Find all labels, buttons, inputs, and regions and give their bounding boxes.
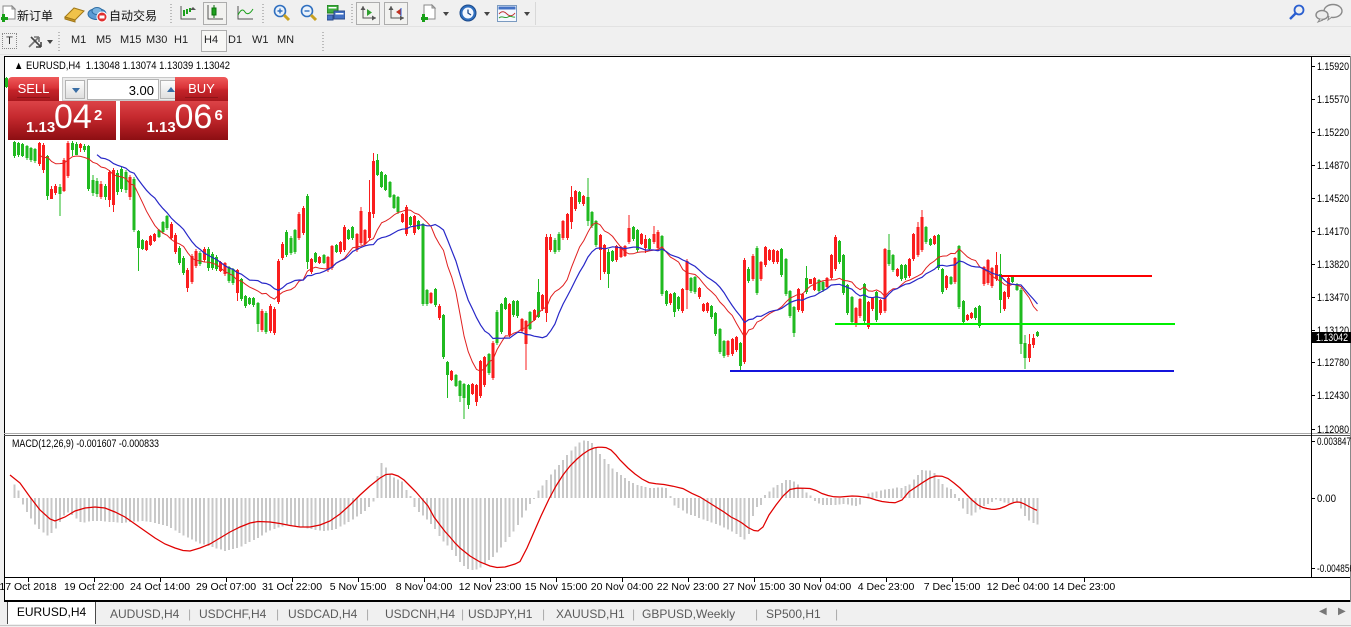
svg-text:1.12780: 1.12780	[1317, 357, 1349, 369]
svg-text:14 Dec 23:00: 14 Dec 23:00	[1053, 581, 1116, 593]
svg-text:5 Nov 15:00: 5 Nov 15:00	[330, 581, 387, 593]
svg-text:1.14870: 1.14870	[1317, 160, 1349, 172]
svg-text:0.00: 0.00	[1317, 493, 1336, 505]
svg-text:0.003847: 0.003847	[1317, 436, 1351, 448]
svg-text:1.12430: 1.12430	[1317, 390, 1349, 402]
svg-text:7 Dec 15:00: 7 Dec 15:00	[924, 581, 981, 593]
svg-text:8 Nov 04:00: 8 Nov 04:00	[396, 581, 453, 593]
svg-text:29 Oct 07:00: 29 Oct 07:00	[196, 581, 256, 593]
svg-text:30 Nov 04:00: 30 Nov 04:00	[789, 581, 852, 593]
svg-text:1.15920: 1.15920	[1317, 61, 1349, 73]
svg-text:1.14520: 1.14520	[1317, 193, 1349, 205]
svg-text:1.13820: 1.13820	[1317, 259, 1349, 271]
svg-text:15 Nov 15:00: 15 Nov 15:00	[525, 581, 588, 593]
svg-text:1.15570: 1.15570	[1317, 94, 1349, 106]
svg-text:31 Oct 22:00: 31 Oct 22:00	[262, 581, 322, 593]
svg-text:1.13042: 1.13042	[1316, 332, 1348, 344]
svg-text:MACD(12,26,9) -0.001607 -0.000: MACD(12,26,9) -0.001607 -0.000833	[12, 438, 159, 450]
svg-text:12 Dec 04:00: 12 Dec 04:00	[987, 581, 1050, 593]
svg-text:1.15220: 1.15220	[1317, 127, 1349, 139]
svg-text:1.12080: 1.12080	[1317, 424, 1349, 436]
svg-text:27 Nov 15:00: 27 Nov 15:00	[723, 581, 786, 593]
svg-text:20 Nov 04:00: 20 Nov 04:00	[591, 581, 654, 593]
svg-text:17 Oct 2018: 17 Oct 2018	[0, 581, 57, 593]
svg-text:19 Oct 22:00: 19 Oct 22:00	[64, 581, 124, 593]
svg-text:1.14170: 1.14170	[1317, 226, 1349, 238]
svg-text:12 Nov 23:00: 12 Nov 23:00	[459, 581, 522, 593]
svg-text:4 Dec 23:00: 4 Dec 23:00	[858, 581, 915, 593]
svg-text:▲ EURUSD,H4 1.13048 1.13074 1: ▲ EURUSD,H4 1.13048 1.13074 1.13039 1.13…	[14, 60, 230, 72]
svg-text:1.13470: 1.13470	[1317, 292, 1349, 304]
svg-text:-0.004856: -0.004856	[1317, 563, 1351, 575]
svg-text:22 Nov 23:00: 22 Nov 23:00	[657, 581, 720, 593]
svg-text:24 Oct 14:00: 24 Oct 14:00	[130, 581, 190, 593]
